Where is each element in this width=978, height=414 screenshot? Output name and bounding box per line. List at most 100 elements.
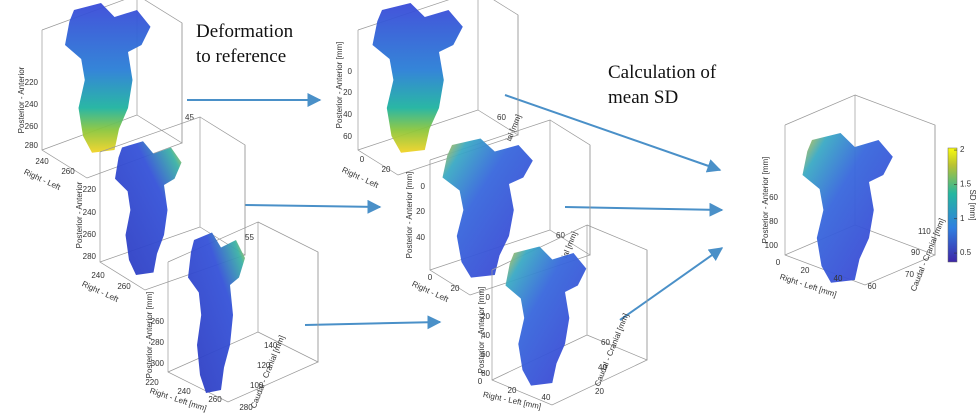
colorbar-tick-label: 2 (960, 145, 965, 154)
x-axis-label: Right - Left (23, 167, 63, 192)
z-tick-label: 60 (497, 113, 506, 122)
arrow (564, 202, 724, 217)
colorbar: 0.5 1 1.5 2 SD [mm] (947, 145, 977, 263)
y-tick-label: 260 (83, 230, 97, 239)
x-tick-label: 280 (239, 403, 253, 412)
x-tick-label: 0 (428, 273, 433, 282)
x-tick-label: 40 (834, 274, 843, 283)
y-tick-label: 40 (343, 110, 352, 119)
z-tick-label: 60 (601, 338, 610, 347)
z-tick-label: 40 (598, 363, 607, 372)
z-tick-label: 60 (556, 231, 565, 240)
axis-box (199, 116, 246, 256)
z-tick-label: 70 (905, 270, 914, 279)
surface (442, 138, 533, 278)
axis-box (136, 0, 183, 144)
x-tick-label: 60 (868, 282, 877, 291)
colorbar-label: SD [mm] (968, 189, 977, 220)
arrow (304, 315, 442, 330)
arrow (504, 94, 722, 173)
z-tick-label: 45 (185, 113, 194, 122)
y-axis-label: Posterior - Anterior (17, 66, 26, 133)
y-tick-label: 260 (151, 317, 165, 326)
y-axis-label: Posterior - Anterior [mm] (405, 172, 414, 259)
y-tick-label: 220 (25, 78, 39, 87)
surface (188, 232, 245, 393)
y-tick-label: 280 (151, 338, 165, 347)
caption: to reference (196, 46, 286, 67)
surface (505, 246, 587, 386)
arrow (619, 247, 724, 321)
y-tick-label: 0 (486, 293, 491, 302)
z-tick-label: 110 (918, 227, 931, 236)
x-tick-label: 260 (208, 395, 222, 404)
caption: mean SD (608, 87, 678, 108)
x-tick-label: 240 (91, 271, 105, 280)
y-tick-label: 0 (421, 182, 426, 191)
colorbar-tick-label: 0.5 (960, 248, 972, 257)
plot-3d: Posterior - Anterior [mm] 0 20 40 60 Right - … (335, 0, 523, 190)
y-tick-label: 20 (416, 207, 425, 216)
axis-box (549, 119, 591, 256)
y-tick-label: 80 (481, 369, 490, 378)
y-tick-label: 20 (481, 312, 490, 321)
y-tick-label: 240 (25, 100, 39, 109)
colorbar-scale (947, 147, 958, 263)
surface (372, 3, 463, 153)
z-tick-label: 140 (264, 341, 278, 350)
caption: Calculation of (608, 62, 717, 83)
y-tick-label: 240 (83, 208, 97, 217)
y-axis-label: Posterior - Anterior [mm] (477, 287, 486, 374)
colorbar-tick-label: 1.5 (960, 180, 972, 189)
plot-3d: Posterior - Anterior [mm]260280300Right … (145, 221, 319, 413)
y-axis-label: Posterior - Anterior [mm] (145, 292, 154, 379)
y-tick-label: 60 (343, 132, 352, 141)
y-tick-label: 260 (25, 122, 39, 131)
y-tick-label: 80 (769, 217, 778, 226)
y-tick-label: 0 (348, 67, 353, 76)
x-tick-label: 240 (177, 387, 191, 396)
y-tick-label: 280 (25, 141, 39, 150)
colorbar-tick-label: 1 (960, 214, 965, 223)
x-tick-label: 0 (776, 258, 781, 267)
z-tick-label: 90 (911, 248, 920, 257)
x-axis-label: Right - Left (81, 279, 121, 304)
y-tick-label: 280 (83, 252, 97, 261)
y-tick-label: 300 (151, 359, 165, 368)
x-axis-label: Right - Left (341, 165, 381, 190)
y-tick-label: 20 (343, 88, 352, 97)
x-tick-label: 20 (382, 165, 391, 174)
axis-box (586, 224, 648, 361)
z-tick-label: 120 (257, 361, 271, 370)
x-tick-label: 240 (35, 157, 49, 166)
z-tick-label: 20 (595, 387, 604, 396)
y-tick-label: 60 (481, 350, 490, 359)
z-axis-label: Caudal - Cranial [mm] (593, 312, 630, 388)
arrows (187, 93, 724, 330)
axis-box (854, 94, 936, 256)
x-tick-label: 20 (508, 386, 517, 395)
x-tick-label: 20 (801, 266, 810, 275)
x-tick-label: 20 (451, 284, 460, 293)
axis-box (477, 0, 519, 136)
x-tick-label: 40 (542, 393, 551, 402)
surface (802, 133, 893, 283)
arrow (244, 199, 382, 214)
z-tick-label: 100 (250, 381, 264, 390)
caption: Deformation (196, 21, 294, 42)
y-axis-label: Posterior - Anterior (75, 181, 84, 248)
x-tick-label: 220 (145, 378, 159, 387)
z-tick-label: 55 (245, 233, 254, 242)
y-tick-label: 60 (769, 193, 778, 202)
y-tick-label: 40 (481, 331, 490, 340)
x-tick-label: 0 (360, 155, 365, 164)
surface (115, 141, 182, 275)
y-tick-label: 40 (416, 233, 425, 242)
x-tick-label: 0 (478, 377, 483, 386)
axis-box (257, 221, 319, 363)
surface (65, 3, 151, 153)
y-tick-label: 100 (765, 241, 779, 250)
y-axis-label: Posterior - Anterior [mm] (335, 42, 344, 129)
